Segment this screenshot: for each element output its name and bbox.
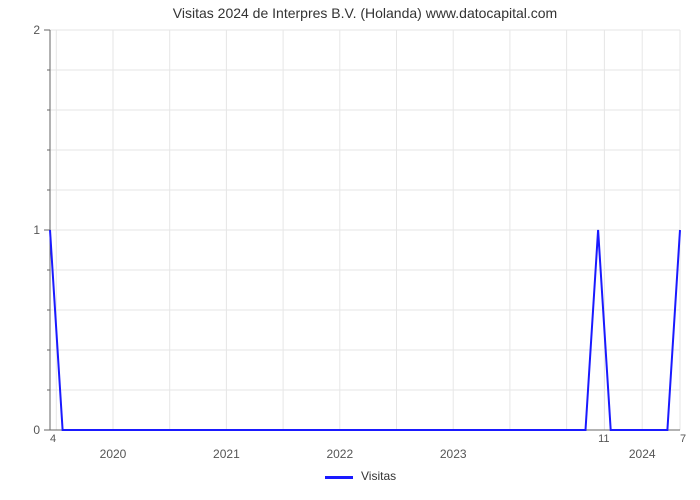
- footer-label: 4: [50, 433, 56, 445]
- x-tick-label: 2021: [213, 447, 240, 461]
- footer-label: 7: [680, 433, 686, 445]
- x-tick-label: 2024: [629, 447, 656, 461]
- chart-title: Visitas 2024 de Interpres B.V. (Holanda)…: [173, 5, 557, 21]
- y-tick-label: 2: [33, 23, 40, 37]
- chart-background: [0, 0, 700, 500]
- legend-swatch: [325, 476, 353, 479]
- legend-label: Visitas: [361, 469, 396, 483]
- x-tick-label: 2022: [326, 447, 353, 461]
- footer-label: 11: [598, 433, 609, 445]
- chart-container: Visitas 2024 de Interpres B.V. (Holanda)…: [0, 0, 700, 500]
- y-tick-label: 1: [33, 223, 40, 237]
- y-tick-label: 0: [33, 423, 40, 437]
- x-tick-label: 2023: [440, 447, 467, 461]
- x-tick-label: 2020: [100, 447, 127, 461]
- chart-svg: Visitas 2024 de Interpres B.V. (Holanda)…: [0, 0, 700, 500]
